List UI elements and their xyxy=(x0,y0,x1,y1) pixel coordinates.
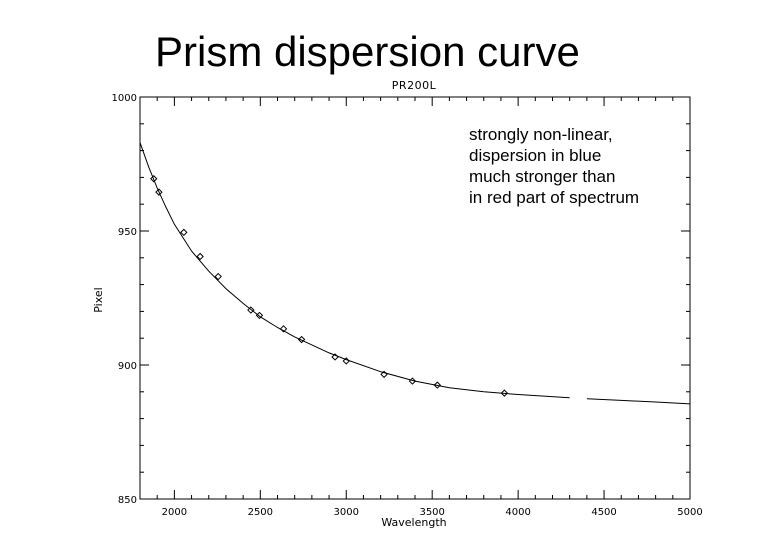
plot-title: PR200L xyxy=(392,79,437,92)
data-point-diamond xyxy=(180,228,188,237)
y-tick-label: 850 xyxy=(118,495,137,506)
data-point-diamond xyxy=(196,252,204,261)
slide-title: Prism dispersion curve xyxy=(155,28,580,75)
dispersion-fit-line xyxy=(139,142,570,399)
data-series xyxy=(139,142,691,405)
annotation-line: in red part of spectrum xyxy=(469,188,640,207)
annotation-line: dispersion in blue xyxy=(469,146,602,165)
y-tick-label: 1000 xyxy=(112,93,137,104)
x-tick-label: 3500 xyxy=(419,507,444,518)
y-tick-label: 950 xyxy=(118,227,137,238)
dispersion-fit-line xyxy=(586,398,691,405)
x-tick-label: 4500 xyxy=(591,507,616,518)
axis-ticks xyxy=(139,96,691,500)
x-axis-title: Wavelength xyxy=(381,516,446,529)
plot-border xyxy=(139,96,691,500)
annotation-line: much stronger than xyxy=(469,167,616,186)
annotation-text: strongly non-linear, dispersion in blue … xyxy=(469,124,639,208)
x-tick-label: 4000 xyxy=(505,507,530,518)
x-tick-label: 5000 xyxy=(677,507,702,518)
y-tick-label: 900 xyxy=(118,361,137,372)
x-tick-label: 3000 xyxy=(334,507,359,518)
tick-labels: 2000 2500 3000 3500 4000 4500 5000 850 900 950 100… xyxy=(112,93,703,518)
annotation-line: strongly non-linear, xyxy=(469,125,613,144)
plot-frame xyxy=(139,96,691,500)
data-point-diamond xyxy=(214,272,222,281)
x-tick-label: 2500 xyxy=(248,507,273,518)
y-axis-title: Pixel xyxy=(92,287,105,312)
x-tick-label: 2000 xyxy=(162,507,187,518)
